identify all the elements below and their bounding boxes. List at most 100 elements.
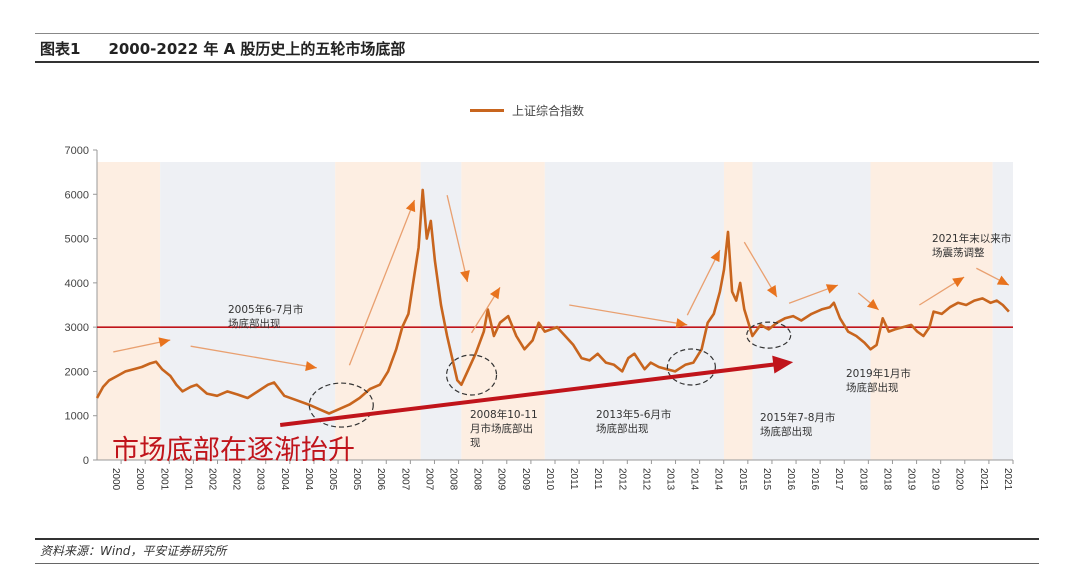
trend-arrow-head (158, 337, 171, 348)
legend: 上证综合指数 (470, 102, 584, 119)
legend-label: 上证综合指数 (512, 104, 585, 118)
top-rule (35, 33, 1039, 34)
trend-arrow-head (489, 287, 501, 300)
band-gray (544, 162, 724, 460)
trend-arrow (190, 345, 317, 369)
trend-arrow-head (405, 200, 416, 213)
trend-arrow (569, 304, 688, 326)
annotation-2013-bottom: 2013年5-6月市场底部出现 (596, 409, 672, 435)
y-tick-label: 7000 (65, 145, 89, 157)
x-tick-label: 2021 (1002, 468, 1013, 491)
x-tick-label: 2012 (616, 468, 627, 491)
band-peach (97, 162, 161, 460)
trend-arrow (348, 199, 416, 366)
legend-swatch (470, 109, 504, 112)
trend-arrow-head (952, 277, 965, 288)
annotation-2005-bottom: 2005年6-7月市场底部出现 (228, 304, 304, 330)
footer-bottom-rule (35, 563, 1039, 564)
band-gray (160, 162, 336, 460)
x-tick-label: 2014 (689, 468, 700, 491)
x-tick-label: 2011 (568, 468, 579, 490)
x-tick-label: 2019 (930, 468, 941, 491)
x-tick-label: 2017 (833, 468, 844, 491)
x-tick-label: 2001 (182, 468, 193, 491)
rising-bottom-arrow (279, 361, 780, 427)
footer-top-rule (35, 538, 1039, 540)
trend-arrow-head (996, 275, 1009, 286)
x-tick-label: 2005 (351, 468, 362, 491)
y-tick-label: 6000 (65, 189, 89, 201)
x-tick-label: 2002 (206, 468, 217, 491)
trend-arrow-head (866, 299, 879, 310)
x-tick-label: 2013 (664, 468, 675, 491)
y-tick-label: 5000 (65, 234, 89, 246)
x-tick-label: 2002 (231, 468, 242, 491)
figure-number: 图表1 (40, 40, 81, 58)
trend-arrow (446, 195, 469, 283)
band-peach (461, 162, 545, 460)
background-bands (97, 162, 1013, 460)
x-tick-label: 2021 (978, 468, 989, 491)
band-peach (870, 162, 993, 460)
annotation-2008-bottom: 2008年10-11月市场底部出现 (470, 409, 538, 449)
title-rule (35, 61, 1039, 63)
x-tick-label: 2008 (448, 468, 459, 491)
series-line-shanghai-composite (95, 188, 1010, 415)
trend-arrow-head (710, 250, 720, 263)
figure-title: 2000-2022 年 A 股历史上的五轮市场底部 (108, 40, 406, 58)
trend-arrow-head (460, 270, 470, 282)
x-tick-label: 2003 (255, 468, 266, 491)
x-tick-label: 2011 (592, 468, 603, 490)
x-tick-label: 2020 (954, 468, 965, 491)
x-tick-label: 2018 (881, 468, 892, 491)
x-tick-label: 2015 (737, 468, 748, 491)
x-tick-label: 2018 (857, 468, 868, 491)
x-tick-label: 2008 (472, 468, 483, 491)
y-tick-label: 0 (83, 455, 89, 467)
x-tick-label: 2006 (375, 468, 386, 491)
chart-title: 图表1 2000-2022 年 A 股历史上的五轮市场底部 (40, 38, 405, 59)
x-tick-label: 2014 (713, 468, 724, 491)
x-tick-label: 2004 (279, 468, 290, 491)
band-peach (723, 162, 753, 460)
y-tick-label: 1000 (65, 411, 89, 423)
x-tick-label: 2000 (110, 468, 121, 491)
annotation-2019-bottom: 2019年1月市场底部出现 (846, 368, 911, 394)
band-gray (752, 162, 871, 460)
x-tick-label: 2009 (496, 468, 507, 491)
x-tick-label: 2007 (399, 468, 410, 491)
annotation-2021-adjust: 2021年末以来市场震荡调整 (932, 233, 1012, 259)
band-gray (992, 162, 1013, 460)
x-tick-label: 2016 (785, 468, 796, 491)
annotations (113, 195, 1010, 428)
y-tick-label: 2000 (65, 366, 89, 378)
bottom-circle (746, 321, 792, 349)
source-note: 资料来源：Wind，平安证券研究所 (40, 544, 227, 558)
trend-arrow (686, 249, 721, 316)
x-tick-label: 2007 (423, 468, 434, 491)
bottom-circle (308, 382, 374, 428)
trend-arrow-head (825, 284, 838, 294)
x-tick-label: 2010 (544, 468, 555, 491)
x-tick-label: 2000 (134, 468, 145, 491)
headline-rising-bottoms: 市场底部在逐渐抬升 (112, 435, 355, 466)
rising-bottom-arrow-head (772, 355, 794, 374)
x-tick-label: 2004 (303, 468, 314, 491)
trend-arrow-head (675, 318, 688, 329)
x-tick-label: 2012 (640, 468, 651, 491)
axes: 0 1000 2000 3000 4000 5000 6000 7000 2000 2000 200… (65, 145, 1014, 491)
bottom-circle (445, 354, 498, 396)
x-tick-label: 2019 (906, 468, 917, 491)
x-tick-label: 2005 (327, 468, 338, 491)
y-tick-label: 3000 (65, 322, 89, 334)
x-tick-label: 2016 (809, 468, 820, 491)
trend-arrow-head (766, 285, 777, 298)
annotation-2015-bottom: 2015年7-8月市场底部出现 (760, 412, 836, 438)
x-tick-label: 2001 (158, 468, 169, 491)
trend-arrow-head (305, 361, 317, 371)
bottom-circle (666, 348, 716, 386)
x-tick-label: 2009 (520, 468, 531, 491)
x-tick-label: 2015 (761, 468, 772, 491)
y-tick-label: 4000 (65, 278, 89, 290)
